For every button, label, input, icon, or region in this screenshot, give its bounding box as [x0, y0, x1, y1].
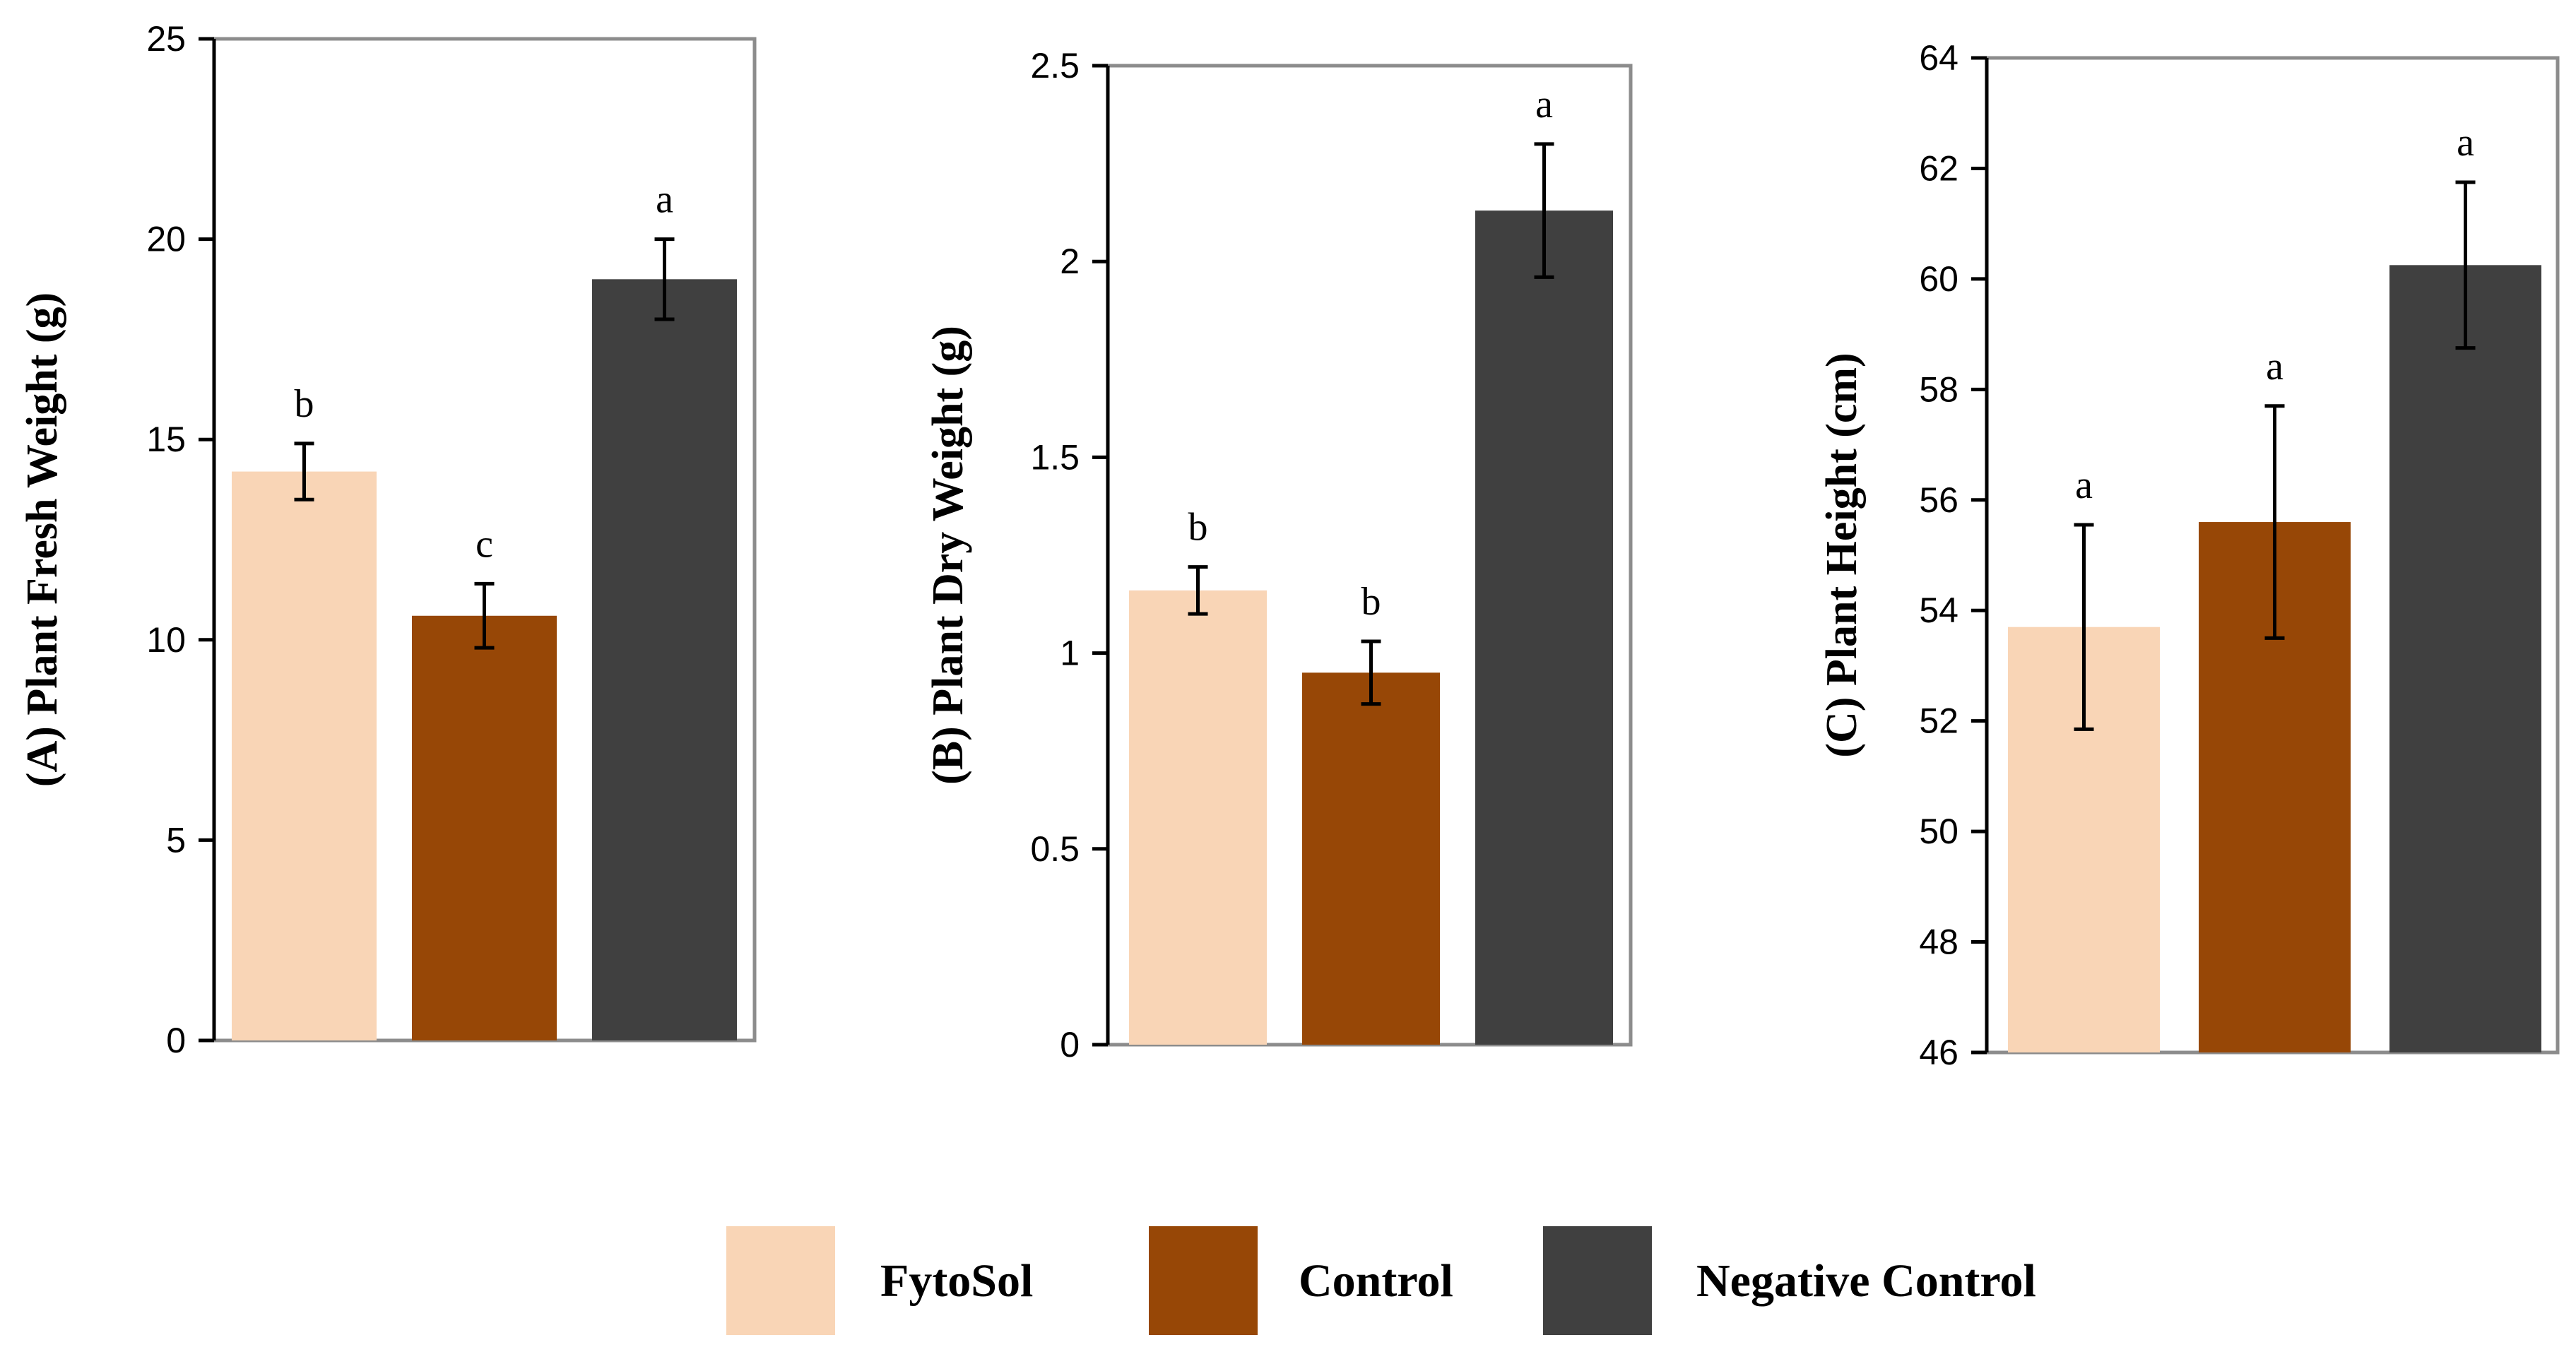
significance-label: a — [2266, 345, 2283, 388]
legend-label-fytosol: FytoSol — [880, 1255, 1033, 1307]
error-bar — [1188, 565, 1208, 616]
bar-fytosol — [1129, 590, 1267, 1045]
y-tick-label: 48 — [1919, 922, 1958, 962]
legend-label-control: Control — [1299, 1255, 1453, 1307]
y-tick-label: 10 — [146, 620, 186, 660]
legend-swatch-negative-control — [1543, 1226, 1652, 1335]
error-bar — [2264, 404, 2285, 640]
y-tick-label: 46 — [1919, 1033, 1958, 1072]
chart-panel-1: b c a 0 5 10 15 20 25 (A) Plant Fresh Weight (g) — [18, 19, 757, 1060]
y-tick-label: 20 — [146, 220, 186, 259]
error-bar — [294, 441, 314, 502]
y-tick-label: 60 — [1919, 259, 1958, 299]
bar-negative-control — [592, 279, 737, 1040]
bar-fytosol — [232, 471, 377, 1040]
y-tick-label: 0 — [1060, 1025, 1080, 1064]
y-tick-label: 50 — [1919, 812, 1958, 851]
significance-label: a — [2075, 463, 2093, 507]
legend-swatch-fytosol — [726, 1226, 835, 1335]
bar-negative-control — [2389, 265, 2541, 1052]
error-bar — [1534, 142, 1554, 279]
y-tick-label: 54 — [1919, 591, 1958, 630]
y-tick-label: 62 — [1919, 148, 1958, 188]
legend-label-negative-control: Negative Control — [1696, 1255, 2036, 1307]
y-tick-label: 56 — [1919, 480, 1958, 520]
significance-label: a — [656, 178, 673, 222]
y-tick-label: 0.5 — [1030, 829, 1080, 869]
bar-control — [1302, 672, 1440, 1045]
chart-panel-2: b b a 0 0.5 1 1.5 2 2.5 (B) Plant Dry Weight (g) — [924, 46, 1633, 1064]
significance-label: b — [1188, 506, 1208, 550]
error-bar — [2455, 180, 2476, 350]
error-bar — [654, 237, 675, 321]
error-bar — [2074, 523, 2094, 731]
y-tick-label: 0 — [166, 1021, 186, 1060]
legend: FytoSol Control Negative Control — [726, 1226, 2036, 1335]
significance-label: b — [1361, 580, 1381, 624]
y-axis-title: (C) Plant Height (cm) — [1818, 352, 1866, 757]
significance-label: c — [475, 522, 493, 566]
significance-label: b — [295, 382, 314, 426]
y-tick-label: 58 — [1919, 369, 1958, 409]
y-tick-label: 64 — [1919, 38, 1958, 78]
legend-item-negative-control: Negative Control — [1543, 1226, 2036, 1335]
significance-label: a — [1535, 83, 1553, 126]
chart-panel-3: a a a 46 48 50 52 54 56 58 60 62 64 (C) Plant Height … — [1818, 38, 2560, 1072]
legend-item-fytosol: FytoSol — [726, 1226, 1033, 1335]
legend-swatch-control — [1149, 1226, 1258, 1335]
y-tick-label: 1 — [1060, 634, 1080, 673]
y-axis-title: (B) Plant Dry Weight (g) — [924, 326, 972, 785]
legend-item-control: Control — [1149, 1226, 1453, 1335]
y-tick-label: 15 — [146, 420, 186, 459]
y-tick-label: 2 — [1060, 242, 1080, 281]
bar-control — [412, 615, 557, 1040]
bar-negative-control — [1475, 210, 1613, 1045]
y-axis-title: (A) Plant Fresh Weight (g) — [18, 292, 66, 787]
y-tick-label: 1.5 — [1030, 437, 1080, 477]
significance-label: a — [2457, 121, 2474, 165]
y-tick-label: 2.5 — [1030, 46, 1080, 85]
error-bar — [474, 581, 495, 650]
y-tick-label: 5 — [166, 820, 186, 860]
error-bar — [1361, 639, 1381, 706]
y-tick-label: 25 — [146, 19, 186, 59]
y-tick-label: 52 — [1919, 701, 1958, 741]
